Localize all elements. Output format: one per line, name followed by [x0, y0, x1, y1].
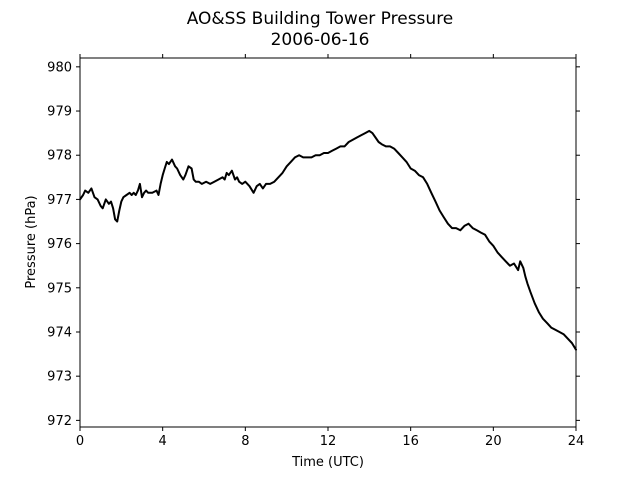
chart-subtitle: 2006-06-16 [271, 30, 370, 50]
y-tick-label: 978 [47, 149, 72, 164]
y-tick-label: 972 [47, 414, 72, 429]
y-tick-label: 980 [47, 60, 72, 75]
y-tick-label: 979 [47, 105, 72, 120]
y-tick-label: 977 [47, 193, 72, 208]
y-tick-label: 974 [47, 325, 72, 340]
x-tick-label: 0 [76, 434, 84, 449]
chart-title: AO&SS Building Tower Pressure [187, 9, 454, 29]
x-tick-label: 16 [402, 434, 419, 449]
axis-ticks: 0 4 8 12 16 20 24 972 973 974 975 976 977 978 979 980 [47, 54, 584, 449]
y-tick-label: 975 [47, 281, 72, 296]
x-tick-label: 24 [568, 434, 585, 449]
x-axis-label: Time (UTC) [291, 455, 364, 470]
x-tick-label: 8 [241, 434, 249, 449]
pressure-series-line [79, 129, 577, 351]
y-tick-label: 973 [47, 370, 72, 385]
y-axis-label: Pressure (hPa) [24, 195, 39, 288]
x-tick-label: 12 [320, 434, 337, 449]
plot-frame [79, 57, 577, 428]
y-tick-label: 976 [47, 237, 72, 252]
x-tick-label: 4 [159, 434, 167, 449]
x-tick-label: 20 [485, 434, 502, 449]
